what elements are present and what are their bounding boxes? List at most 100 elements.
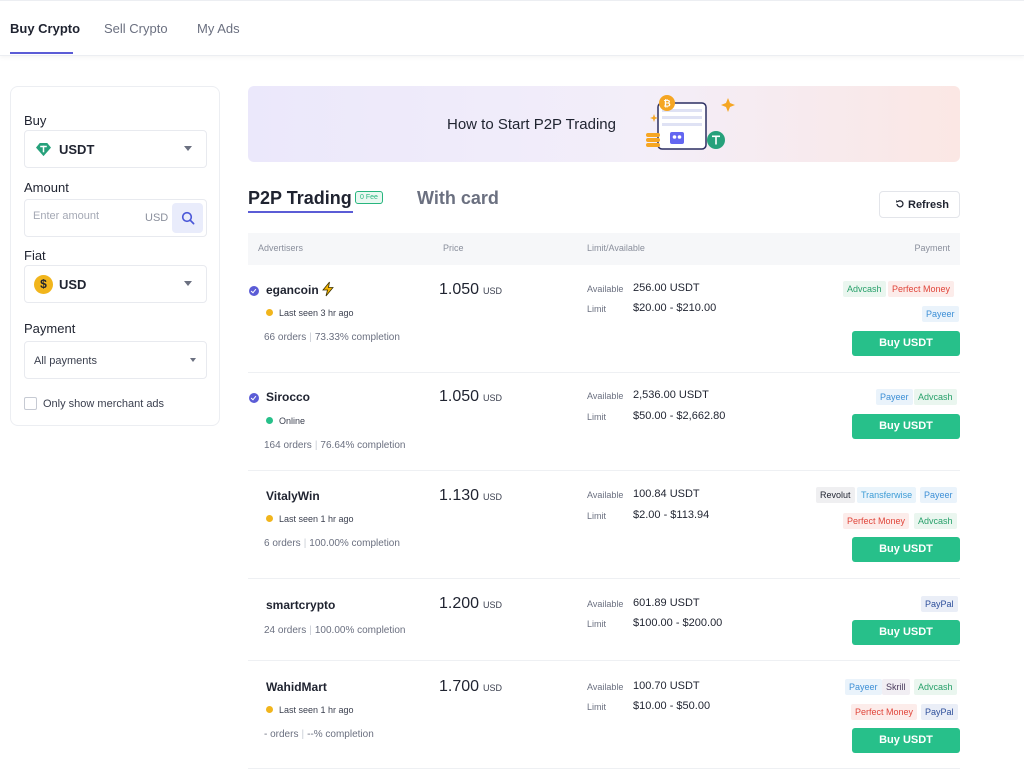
- price-value: 1.200: [439, 595, 480, 612]
- available-label: Available: [587, 599, 624, 609]
- advertiser-name[interactable]: Sirocco: [266, 390, 311, 404]
- orders-count: 24 orders: [264, 625, 307, 636]
- payment-tag-paypal: PayPal: [921, 596, 958, 612]
- buy-usdt-button[interactable]: Buy USDT: [852, 414, 960, 439]
- advertiser-name[interactable]: egancoin: [266, 283, 319, 297]
- status-text: Online: [279, 416, 306, 426]
- limit-label: Limit: [587, 304, 607, 314]
- orders-count: - orders: [264, 729, 299, 740]
- amount-input[interactable]: [33, 210, 133, 222]
- limit-value: $100.00 - $200.00: [633, 617, 723, 629]
- payment-tag-advcash: Advcash: [914, 389, 957, 405]
- fiat-value: USD: [59, 277, 87, 292]
- advertiser-status: Last seen 3 hr ago: [266, 308, 354, 318]
- payment-select[interactable]: All payments: [24, 341, 207, 379]
- header-price: Price: [443, 243, 464, 253]
- active-tab-underline: [10, 52, 73, 54]
- price: 1.130 USD: [439, 487, 502, 505]
- tab-sell-crypto[interactable]: Sell Crypto: [104, 21, 168, 36]
- buy-crypto-select[interactable]: USDT: [24, 130, 207, 168]
- buy-label: Buy: [24, 113, 47, 128]
- buy-usdt-button[interactable]: Buy USDT: [852, 331, 960, 356]
- available-value: 256.00 USDT: [633, 282, 700, 294]
- status-text: Last seen 3 hr ago: [279, 308, 354, 318]
- advertiser-status: Online: [266, 416, 305, 426]
- price: 1.050 USD: [439, 281, 502, 299]
- top-nav: Buy Crypto Sell Crypto My Ads: [0, 0, 1024, 56]
- payment-tag-payeer: Payeer: [876, 389, 913, 405]
- lightning-icon: [322, 281, 334, 297]
- limit-value: $50.00 - $2,662.80: [633, 410, 726, 422]
- price: 1.050 USD: [439, 388, 502, 406]
- payment-tag-payeer: Payeer: [845, 679, 882, 695]
- dollar-coin-icon: $: [34, 275, 53, 294]
- p2p-banner[interactable]: How to Start P2P Trading ₿: [248, 86, 960, 162]
- chevron-down-icon: [184, 281, 192, 286]
- price-currency: USD: [483, 683, 503, 693]
- header-payment: Payment: [914, 243, 950, 253]
- payment-tag-perfect-money: Perfect Money: [843, 513, 910, 529]
- refresh-button[interactable]: Refresh: [879, 191, 960, 218]
- buy-usdt-button[interactable]: Buy USDT: [852, 620, 960, 645]
- merchant-only-checkbox[interactable]: Only show merchant ads: [24, 397, 164, 410]
- completion-rate: --% completion: [307, 729, 374, 740]
- advertiser-status: Last seen 1 hr ago: [266, 514, 354, 524]
- payment-tag-perfect-money: Perfect Money: [888, 281, 955, 297]
- payment-tag-skrill: Skrill: [882, 679, 910, 695]
- header-advertisers: Advertisers: [258, 243, 304, 253]
- available-value: 2,536.00 USDT: [633, 389, 709, 401]
- tether-icon: [36, 142, 51, 157]
- chevron-down-icon: [190, 358, 196, 362]
- buy-usdt-button[interactable]: Buy USDT: [852, 728, 960, 753]
- away-dot-icon: [266, 515, 273, 522]
- available-value: 100.70 USDT: [633, 680, 700, 692]
- limit-label: Limit: [587, 511, 607, 521]
- completion-rate: 76.64% completion: [320, 440, 406, 451]
- merchant-only-label: Only show merchant ads: [43, 398, 165, 410]
- table-row: Sirocco Online 164 orders | 76.64% complet…: [248, 373, 960, 471]
- orders-count: 164 orders: [264, 440, 312, 451]
- available-label: Available: [587, 391, 624, 401]
- available-value: 601.89 USDT: [633, 597, 700, 609]
- away-dot-icon: [266, 309, 273, 316]
- amount-unit: USD: [145, 212, 169, 224]
- payment-tag-paypal: PayPal: [921, 704, 958, 720]
- tab-with-card[interactable]: With card: [417, 188, 499, 208]
- orders-count: 66 orders: [264, 332, 307, 343]
- advertiser-stats: 66 orders | 73.33% completion: [264, 332, 400, 343]
- refresh-icon: [896, 200, 904, 208]
- fiat-select[interactable]: $ USD: [24, 265, 207, 303]
- svg-text:₿: ₿: [663, 99, 670, 109]
- search-icon: [181, 211, 195, 225]
- price-currency: USD: [483, 286, 503, 296]
- price-value: 1.130: [439, 487, 480, 504]
- checkbox-icon: [24, 397, 37, 410]
- limit-label: Limit: [587, 619, 607, 629]
- advertiser-status: Last seen 1 hr ago: [266, 705, 354, 715]
- advertiser-name[interactable]: VitalyWin: [266, 489, 320, 503]
- filter-panel: Buy USDT Amount USD Fiat $ USD Payment A…: [10, 86, 220, 426]
- buy-usdt-button[interactable]: Buy USDT: [852, 537, 960, 562]
- buy-crypto-value: USDT: [59, 142, 95, 157]
- price-value: 1.050: [439, 388, 480, 405]
- tab-buy-crypto[interactable]: Buy Crypto: [10, 21, 81, 36]
- advertiser-stats: - orders | --% completion: [264, 729, 374, 740]
- advertiser-name[interactable]: smartcrypto: [266, 598, 336, 612]
- available-label: Available: [587, 490, 624, 500]
- price-currency: USD: [483, 600, 503, 610]
- limit-value: $2.00 - $113.94: [633, 509, 710, 521]
- advertiser-stats: 6 orders | 100.00% completion: [264, 538, 400, 549]
- advertiser-name[interactable]: WahidMart: [266, 680, 327, 694]
- tab-p2p-trading[interactable]: P2P Trading: [248, 188, 352, 208]
- refresh-label: Refresh: [908, 199, 949, 211]
- available-label: Available: [587, 284, 624, 294]
- p2p-illustration-icon: ₿: [646, 95, 735, 150]
- tab-my-ads[interactable]: My Ads: [197, 21, 240, 36]
- limit-value: $20.00 - $210.00: [633, 302, 717, 314]
- ads-table-header: Advertisers Price Limit/Available Paymen…: [248, 233, 960, 265]
- price: 1.700 USD: [439, 678, 502, 696]
- completion-rate: 100.00% completion: [309, 538, 400, 549]
- search-button[interactable]: [172, 203, 203, 233]
- header-limit: Limit/Available: [587, 243, 645, 253]
- amount-label: Amount: [24, 180, 69, 195]
